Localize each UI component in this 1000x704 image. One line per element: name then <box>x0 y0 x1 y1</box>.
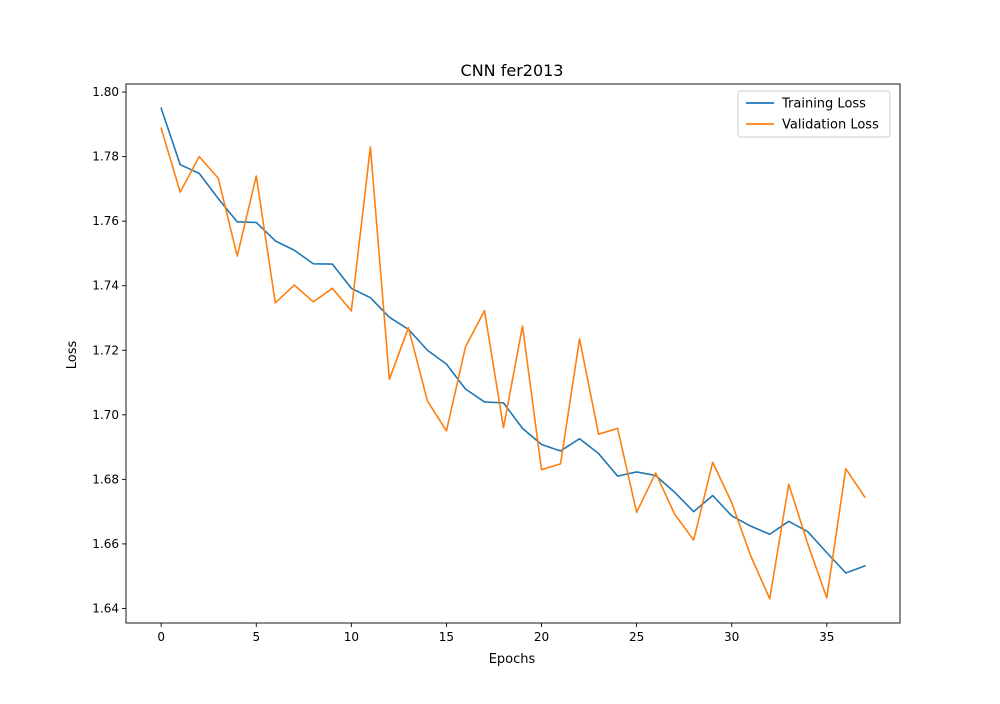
plot-frame <box>125 83 901 624</box>
y-tick-label: 1.68 <box>92 472 119 486</box>
x-tick-label: 5 <box>252 630 260 644</box>
y-tick-label: 1.74 <box>92 279 119 293</box>
y-tick-label: 1.66 <box>92 537 119 551</box>
axes: 0 5 10 15 20 25 30 35 1.64 1.66 1.68 1.70 1.72 1.74 1.… <box>92 83 901 644</box>
x-tick-label: 35 <box>819 630 834 644</box>
x-tick-label: 30 <box>724 630 739 644</box>
y-tick-label: 1.64 <box>92 601 119 615</box>
x-tick-label: 15 <box>439 630 454 644</box>
x-tick-label: 0 <box>157 630 165 644</box>
y-tick-label: 1.76 <box>92 214 119 228</box>
x-axis-label: Epochs <box>489 652 536 667</box>
legend-box <box>737 90 891 138</box>
legend-entry: Validation Loss <box>782 118 879 133</box>
y-tick-label: 1.78 <box>92 150 119 164</box>
legend: Training Loss Validation Loss <box>737 90 891 138</box>
chart-title: CNN fer2013 <box>461 61 564 80</box>
y-tick-label: 1.80 <box>92 85 119 99</box>
series-line-training-loss <box>160 107 866 574</box>
x-tick-label: 25 <box>629 630 644 644</box>
y-tick-label: 1.70 <box>92 408 119 422</box>
y-tick-label: 1.72 <box>92 343 119 357</box>
x-tick-label: 20 <box>534 630 549 644</box>
series-line-validation-loss <box>160 127 866 600</box>
x-tick-label: 10 <box>344 630 359 644</box>
plot-area <box>160 107 866 600</box>
y-axis-label: Loss <box>65 341 80 370</box>
legend-entry: Training Loss <box>781 97 866 112</box>
